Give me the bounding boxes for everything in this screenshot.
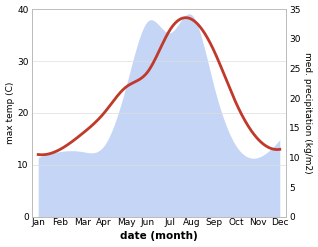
X-axis label: date (month): date (month) (120, 231, 198, 242)
Y-axis label: med. precipitation (kg/m2): med. precipitation (kg/m2) (303, 52, 313, 174)
Y-axis label: max temp (C): max temp (C) (5, 82, 15, 144)
